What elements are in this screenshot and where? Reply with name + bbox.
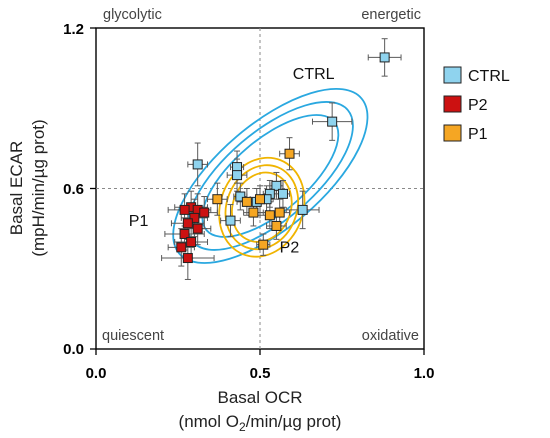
legend-label-p2: P2 — [468, 97, 488, 114]
ctrl-data-point — [379, 52, 390, 63]
p2-data-point — [179, 204, 190, 215]
y-axis: 0.0 0.6 1.2 — [63, 21, 96, 358]
ctrl-data-point — [271, 180, 282, 191]
annotation-ctrl: CTRL — [293, 66, 335, 83]
p1-data-point — [212, 194, 223, 205]
legend-swatch-ctrl — [443, 66, 462, 84]
x-axis-title: Basal OCR — [217, 388, 302, 407]
p1-data-point — [271, 220, 282, 231]
p1-confidence-ellipse — [224, 164, 299, 251]
ctrl-data-point — [277, 188, 288, 199]
p1-data-point — [274, 207, 285, 218]
ctrl-data-point — [232, 170, 243, 181]
x-axis: 0.0 0.5 1.0 — [86, 349, 435, 382]
y-tick-label: 0.0 — [63, 341, 84, 358]
ctrl-data-point — [327, 116, 338, 127]
ctrl-data-point — [192, 159, 203, 170]
y-tick-label: 1.2 — [63, 21, 84, 38]
p1-data-point — [264, 210, 275, 221]
y-axis-subtitle: (mpH/min/µg prot) — [29, 119, 48, 256]
quadrant-label-energetic: energetic — [361, 7, 421, 23]
p2-data-point — [186, 237, 197, 247]
p2-data-point — [179, 228, 190, 239]
quadrant-label-oxidative: oxidative — [362, 328, 419, 344]
annotation-p2: P2 — [280, 240, 300, 257]
ctrl-data-point — [235, 191, 246, 202]
p2-data-point — [192, 223, 203, 234]
legend-swatch-p1 — [443, 124, 462, 142]
ctrl-data-point — [297, 204, 308, 215]
quadrant-label-glycolytic: glycolytic — [103, 7, 162, 23]
p1-data-point — [241, 196, 252, 207]
x-tick-label: 0.5 — [250, 365, 271, 382]
x-tick-label: 0.0 — [86, 365, 107, 382]
p2-data-point — [182, 218, 193, 229]
quadrant-label-quiescent: quiescent — [102, 328, 164, 344]
p1-data-point — [258, 239, 269, 250]
p2-data-point — [176, 242, 187, 253]
x-tick-label: 1.0 — [414, 365, 435, 382]
p1-data-point — [248, 207, 259, 218]
ctrl-data-point — [225, 215, 236, 226]
legend: CTRL P2 P1 — [443, 66, 510, 143]
ctrl-confidence-ellipse — [172, 88, 369, 264]
legend-swatch-p2 — [443, 95, 462, 113]
data-markers — [176, 52, 390, 264]
p1-confidence-ellipse — [218, 156, 306, 258]
p2-data-point — [182, 253, 193, 264]
p2-data-point — [189, 212, 200, 223]
p1-data-point — [284, 148, 295, 159]
x-axis-subtitle-subscript: 2 — [239, 420, 246, 434]
x-axis-subtitle: (nmol O2/min/µg prot) — [179, 412, 342, 434]
x-axis-subtitle-pre: (nmol O — [179, 412, 239, 431]
y-tick-label: 0.6 — [63, 181, 84, 198]
group-annotations: CTRL P1 P2 — [129, 66, 335, 257]
legend-label-p1: P1 — [468, 126, 488, 143]
annotation-p1: P1 — [129, 213, 149, 230]
p1-data-point — [255, 194, 265, 205]
legend-label-ctrl: CTRL — [468, 68, 510, 85]
x-axis-subtitle-post: /min/µg prot) — [246, 412, 342, 431]
p2-data-point — [199, 207, 210, 218]
y-axis-title: Basal ECAR — [7, 141, 26, 235]
